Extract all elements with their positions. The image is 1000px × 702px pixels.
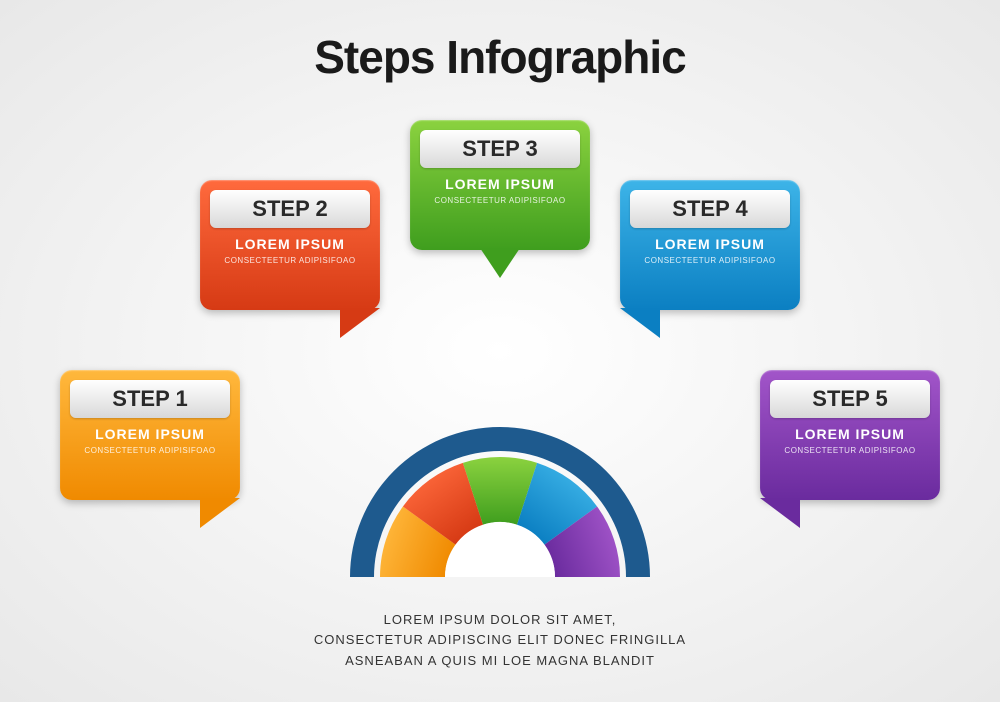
step-label: STEP 3 (420, 130, 580, 168)
footer-line-3: ASNEABAN A QUIS MI LOE MAGNA BLANDIT (0, 651, 1000, 672)
gauge-chart (340, 417, 660, 592)
step-description: CONSECTEETUR ADIPISIFOAO (420, 196, 580, 205)
step-label: STEP 4 (630, 190, 790, 228)
step-label: STEP 2 (210, 190, 370, 228)
step-box-1: STEP 1 LOREM IPSUM CONSECTEETUR ADIPISIFOA… (60, 370, 240, 500)
footer-line-2: CONSECTETUR ADIPISCING ELIT DONEC FRINGI… (0, 630, 1000, 651)
step-label: STEP 1 (70, 380, 230, 418)
footer-text: LOREM IPSUM DOLOR SIT AMET, CONSECTETUR … (0, 610, 1000, 672)
step-box-5: STEP 5 LOREM IPSUM CONSECTEETUR ADIPISIFOA… (760, 370, 940, 500)
page-title: Steps Infographic (0, 0, 1000, 84)
speech-tail (760, 498, 800, 528)
speech-tail (620, 308, 660, 338)
speech-tail (200, 498, 240, 528)
step-subtitle: LOREM IPSUM (70, 426, 230, 442)
step-box-4: STEP 4 LOREM IPSUM CONSECTEETUR ADIPISIFOA… (620, 180, 800, 310)
step-box-3: STEP 3 LOREM IPSUM CONSECTEETUR ADIPISIFOA… (410, 120, 590, 250)
speech-tail (340, 308, 380, 338)
step-label: STEP 5 (770, 380, 930, 418)
step-subtitle: LOREM IPSUM (630, 236, 790, 252)
step-box-2: STEP 2 LOREM IPSUM CONSECTEETUR ADIPISIFOA… (200, 180, 380, 310)
step-subtitle: LOREM IPSUM (420, 176, 580, 192)
step-description: CONSECTEETUR ADIPISIFOAO (630, 256, 790, 265)
footer-line-1: LOREM IPSUM DOLOR SIT AMET, (0, 610, 1000, 631)
step-description: CONSECTEETUR ADIPISIFOAO (70, 446, 230, 455)
step-description: CONSECTEETUR ADIPISIFOAO (210, 256, 370, 265)
step-subtitle: LOREM IPSUM (210, 236, 370, 252)
step-description: CONSECTEETUR ADIPISIFOAO (770, 446, 930, 455)
speech-tail (480, 248, 520, 278)
step-subtitle: LOREM IPSUM (770, 426, 930, 442)
